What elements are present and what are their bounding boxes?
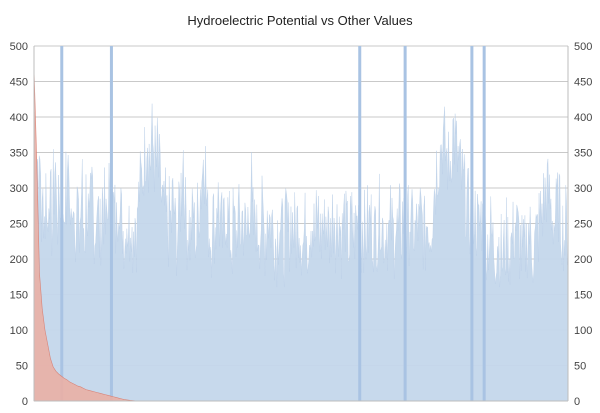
chart-title: Hydroelectric Potential vs Other Values xyxy=(187,13,413,28)
y-tick-label-right: 50 xyxy=(574,361,586,373)
y-tick-label-left: 350 xyxy=(10,148,28,160)
y-tick-label-right: 300 xyxy=(574,183,592,195)
series-area-red xyxy=(33,67,141,402)
series-spike xyxy=(403,46,407,401)
y-tick-label-left: 100 xyxy=(10,325,28,337)
y-tick-label-left: 150 xyxy=(10,290,28,302)
y-tick-label-left: 0 xyxy=(22,396,28,408)
y-tick-label-right: 500 xyxy=(574,41,592,53)
y-tick-label-right: 400 xyxy=(574,112,592,124)
y-tick-label-right: 250 xyxy=(574,219,592,231)
y-tick-label-left: 300 xyxy=(10,183,28,195)
series-spike xyxy=(482,46,486,401)
y-tick-label-right: 0 xyxy=(574,396,580,408)
y-tick-label-left: 200 xyxy=(10,254,28,266)
series-spike xyxy=(470,46,474,401)
y-tick-label-right: 200 xyxy=(574,254,592,266)
series-area-blue xyxy=(33,103,569,402)
y-tick-label-right: 100 xyxy=(574,325,592,337)
series-spike xyxy=(60,46,64,401)
series-spike xyxy=(358,46,362,401)
y-tick-label-left: 250 xyxy=(10,219,28,231)
series-spike xyxy=(109,46,113,401)
area-layer xyxy=(33,46,569,402)
y-tick-label-right: 450 xyxy=(574,77,592,89)
y-tick-label-right: 150 xyxy=(574,290,592,302)
y-tick-label-left: 450 xyxy=(10,77,28,89)
y-tick-label-left: 50 xyxy=(16,361,28,373)
axis-layer: 0 0 50 50 100 100 150 150 200 200 250 250 300 300 350 3… xyxy=(10,41,593,408)
y-tick-label-left: 500 xyxy=(10,41,28,53)
y-tick-label-left: 400 xyxy=(10,112,28,124)
y-tick-label-right: 350 xyxy=(574,148,592,160)
